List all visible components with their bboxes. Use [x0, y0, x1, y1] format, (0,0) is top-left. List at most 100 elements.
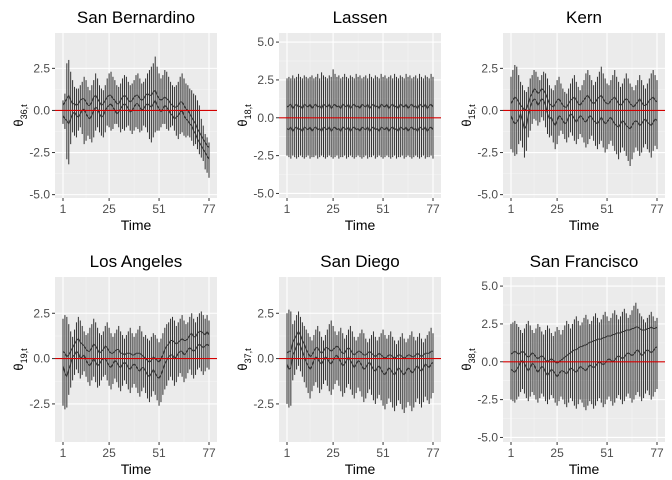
x-tick-label: 25 [326, 446, 340, 460]
interval-series [510, 302, 658, 411]
y-tick-label: 5.0 [257, 35, 274, 49]
x-axis-label: Time [569, 217, 600, 233]
y-tick-label: 0.0 [257, 111, 274, 125]
x-tick-label: 1 [284, 202, 291, 216]
inner-upper-line [510, 326, 658, 364]
inner-upper-line [510, 87, 658, 112]
facet-panel: 1 25 51 77 -5.0 -2.5 0.0 2.5 5.0 Lassen Time θ18,t [235, 8, 441, 233]
x-tick-label: 25 [326, 202, 340, 216]
y-tick-label: -2.5 [253, 149, 274, 163]
y-axis-subscript: 15,t [467, 104, 477, 120]
y-axis-label: θ18,t [235, 104, 253, 127]
x-tick-label: 1 [508, 446, 515, 460]
facet-panel: 1 25 51 77 -5.0 -2.5 0.0 2.5 San Bernardino Time θ… [11, 8, 217, 233]
y-tick-label: 0.0 [33, 352, 50, 366]
y-axis-label: θ37,t [235, 348, 253, 371]
x-tick-label: 77 [650, 446, 664, 460]
x-tick-label: 51 [600, 446, 614, 460]
facet-panel: 1 25 51 77 -2.5 0.0 2.5 Los Angeles Time θ19,t [11, 252, 217, 477]
x-tick-label: 25 [550, 446, 564, 460]
x-tick-label: 1 [60, 202, 67, 216]
y-tick-label: 2.5 [257, 73, 274, 87]
inner-upper-line [62, 89, 210, 148]
panel-title: San Bernardino [77, 8, 195, 27]
x-tick-label: 51 [152, 202, 166, 216]
y-axis-symbol: θ [459, 363, 474, 370]
x-axis-label: Time [345, 461, 376, 477]
x-tick-label: 1 [60, 446, 67, 460]
y-axis-subscript: 18,t [243, 104, 253, 120]
y-tick-label: 0.0 [257, 352, 274, 366]
x-tick-label: 77 [202, 446, 216, 460]
facet-panel: 1 25 51 77 -2.5 0.0 2.5 San Diego Time θ37,t [235, 252, 441, 477]
y-tick-label: 2.5 [33, 61, 50, 75]
interval-series [62, 311, 210, 410]
inner-lower-line [286, 125, 434, 133]
y-tick-label: 2.5 [481, 61, 498, 75]
y-tick-label: -5.0 [29, 188, 50, 202]
x-tick-label: 77 [202, 202, 216, 216]
panel-title: Kern [566, 8, 602, 27]
y-axis-symbol: θ [459, 119, 474, 126]
y-tick-label: -5.0 [477, 430, 498, 444]
x-axis-label: Time [569, 461, 600, 477]
x-tick-label: 77 [426, 446, 440, 460]
x-tick-label: 25 [102, 202, 116, 216]
panel-title: San Francisco [530, 252, 639, 271]
y-axis-symbol: θ [11, 119, 26, 126]
y-tick-label: 0.0 [481, 103, 498, 117]
y-tick-label: -2.5 [477, 393, 498, 407]
inner-upper-line [62, 330, 210, 364]
y-tick-label: 2.5 [257, 306, 274, 320]
y-tick-label: 2.5 [481, 317, 498, 331]
y-tick-label: 5.0 [481, 279, 498, 293]
x-tick-label: 51 [376, 446, 390, 460]
x-tick-label: 25 [102, 446, 116, 460]
y-axis-subscript: 38,t [467, 348, 477, 364]
y-tick-label: 0.0 [33, 103, 50, 117]
inner-upper-line [286, 330, 433, 360]
interval-series [286, 309, 434, 413]
y-axis-subscript: 19,t [19, 348, 29, 364]
x-tick-label: 51 [376, 202, 390, 216]
y-axis-symbol: θ [235, 363, 250, 370]
inner-lower-line [62, 343, 210, 380]
y-tick-label: -5.0 [253, 186, 274, 200]
x-tick-label: 51 [152, 446, 166, 460]
y-tick-label: -2.5 [29, 397, 50, 411]
x-tick-label: 77 [426, 202, 440, 216]
x-tick-label: 51 [600, 202, 614, 216]
x-tick-label: 1 [508, 202, 515, 216]
inner-lower-line [510, 97, 658, 131]
y-axis-symbol: θ [11, 363, 26, 370]
y-tick-label: 0.0 [481, 355, 498, 369]
y-axis-label: θ36,t [11, 104, 29, 127]
x-axis-label: Time [345, 217, 376, 233]
y-tick-label: -2.5 [253, 397, 274, 411]
inner-lower-line [510, 346, 658, 378]
y-axis-symbol: θ [235, 119, 250, 126]
y-tick-label: -2.5 [477, 146, 498, 160]
y-tick-label: 2.5 [33, 306, 50, 320]
y-axis-label: θ38,t [459, 348, 477, 371]
y-axis-label: θ15,t [459, 104, 477, 127]
x-tick-label: 77 [650, 202, 664, 216]
y-axis-subscript: 36,t [19, 104, 29, 120]
x-tick-label: 25 [550, 202, 564, 216]
y-tick-label: -2.5 [29, 146, 50, 160]
panel-title: San Diego [320, 252, 399, 271]
x-axis-label: Time [121, 461, 152, 477]
facet-panel: 1 25 51 77 -5.0 -2.5 0.0 2.5 5.0 San Francisco Tim… [459, 252, 665, 477]
inner-lower-line [286, 341, 434, 376]
y-axis-subscript: 37,t [243, 348, 253, 364]
y-axis-label: θ19,t [11, 348, 29, 371]
x-tick-label: 1 [284, 446, 291, 460]
inner-lower-line [62, 99, 210, 160]
y-tick-label: -5.0 [477, 188, 498, 202]
interval-series [62, 56, 210, 178]
panel-title: Lassen [333, 8, 388, 27]
panel-title: Los Angeles [90, 252, 183, 271]
x-axis-label: Time [121, 217, 152, 233]
facet-panel: 1 25 51 77 -5.0 -2.5 0.0 2.5 Kern Time θ15,t [459, 8, 665, 233]
